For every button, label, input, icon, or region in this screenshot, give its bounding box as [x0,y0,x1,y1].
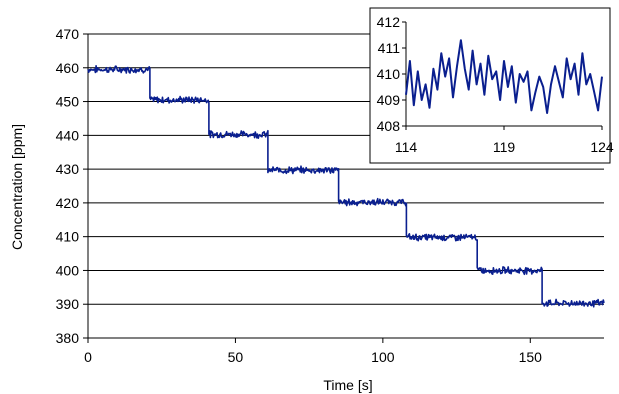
main-x-tick-label: 0 [84,349,92,365]
main-y-tick-label: 460 [56,60,80,76]
inset-y-tick-labels: 408 409 410 411 412 [377,14,406,134]
inset-y-tick-label: 410 [377,66,401,82]
main-y-tick-label: 420 [56,195,80,211]
main-y-tick-label: 380 [56,330,80,346]
main-plot: 380 390 400 410 420 430 440 450 460 470 0 50 100 150… [9,26,605,393]
inset-frame [369,7,611,164]
inset-x-tick-label: 124 [590,139,614,155]
main-y-tick-label: 450 [56,94,80,110]
main-x-tick-label: 150 [519,349,543,365]
main-x-tick-labels: 0 50 100 150 [84,338,542,365]
main-y-tick-label: 410 [56,229,80,245]
main-y-tick-label: 390 [56,296,80,312]
inset-x-tick-label: 119 [493,139,516,155]
inset-series-line [405,39,603,114]
inset-x-tick-labels: 114 119 124 [395,126,614,155]
main-y-tick-label: 430 [56,161,80,177]
inset-plot: 408 409 410 411 412 114 119 124 [369,7,614,164]
inset-x-tick-label: 114 [395,139,418,155]
main-y-tick-labels: 380 390 400 410 420 430 440 450 460 470 [56,26,88,346]
inset-y-tick-label: 409 [377,92,401,108]
x-axis-title: Time [s] [323,377,372,393]
inset-y-tick-label: 412 [377,14,401,30]
inset-y-tick-label: 408 [377,118,401,134]
main-y-tick-label: 400 [56,262,80,278]
y-axis-title: Concentration [ppm] [9,124,25,250]
main-y-tick-label: 470 [56,26,80,42]
main-x-tick-label: 100 [371,349,395,365]
inset-y-tick-label: 411 [378,40,401,56]
main-x-tick-label: 50 [228,349,244,365]
main-series-line [87,65,605,308]
main-y-tick-label: 440 [56,127,80,143]
